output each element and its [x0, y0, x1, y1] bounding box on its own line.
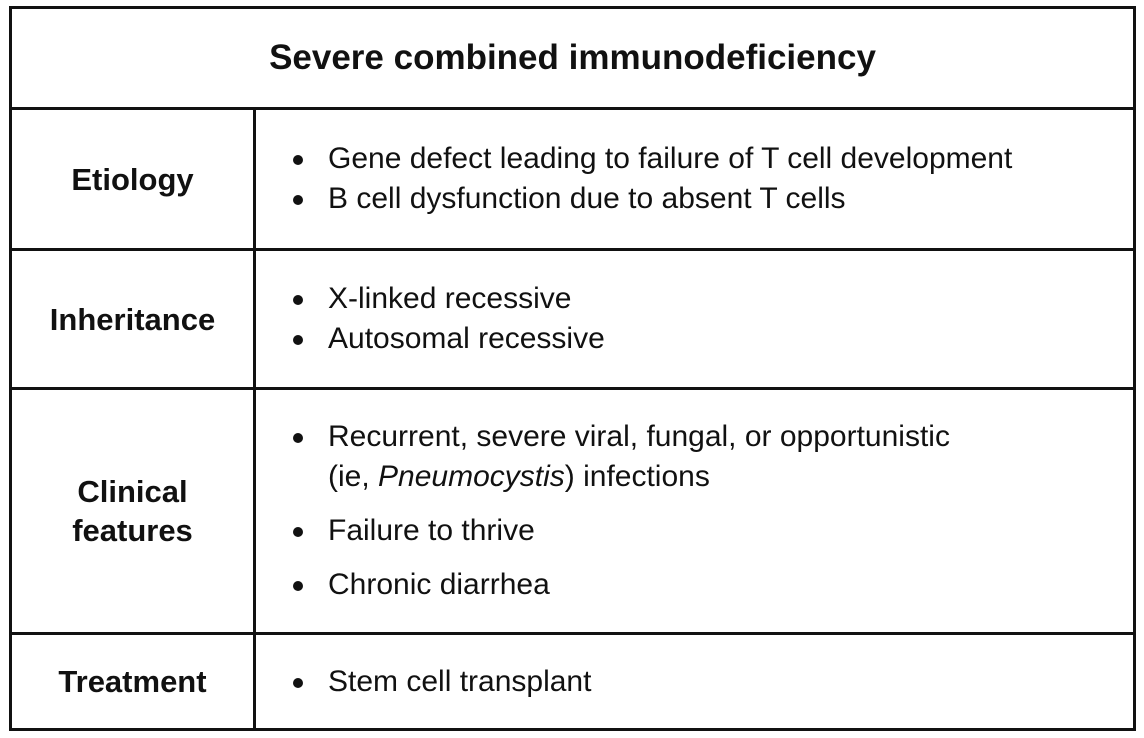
- list-item: B cell dysfunction due to absent T cells: [290, 179, 1012, 219]
- table-title: Severe combined immunodeficiency: [12, 9, 1133, 110]
- row-content-etiology: Gene defect leading to failure of T cell…: [256, 110, 1133, 251]
- clinical-label-line1: Clinical: [77, 474, 188, 509]
- clinical-item1-line1: Recurrent, severe viral, fungal, or oppo…: [328, 420, 950, 453]
- row-content-treatment: Stem cell transplant: [256, 635, 1133, 728]
- row-label-treatment: Treatment: [12, 635, 256, 728]
- etiology-list: Gene defect leading to failure of T cell…: [290, 139, 1012, 219]
- list-item: Recurrent, severe viral, fungal, or oppo…: [290, 417, 950, 497]
- row-content-inheritance: X-linked recessive Autosomal recessive: [256, 251, 1133, 390]
- list-item: Failure to thrive: [290, 511, 950, 551]
- row-content-clinical-features: Recurrent, severe viral, fungal, or oppo…: [256, 390, 1133, 635]
- inheritance-list: X-linked recessive Autosomal recessive: [290, 279, 605, 359]
- scid-table: Severe combined immunodeficiency Etiolog…: [9, 6, 1136, 731]
- list-item: X-linked recessive: [290, 279, 605, 319]
- row-label-clinical-features: Clinical features: [12, 390, 256, 635]
- clinical-item1-suffix: ) infections: [564, 460, 710, 493]
- treatment-list: Stem cell transplant: [290, 662, 591, 702]
- row-label-inheritance: Inheritance: [12, 251, 256, 390]
- list-item: Chronic diarrhea: [290, 565, 950, 605]
- clinical-item1-prefix: (ie,: [328, 460, 379, 493]
- clinical-label-line2: features: [72, 513, 193, 548]
- list-item: Autosomal recessive: [290, 319, 605, 359]
- clinical-features-list: Recurrent, severe viral, fungal, or oppo…: [290, 417, 950, 605]
- list-item: Gene defect leading to failure of T cell…: [290, 139, 1012, 179]
- row-label-etiology: Etiology: [12, 110, 256, 251]
- clinical-item1-italic: Pneumocystis: [378, 460, 565, 493]
- list-item: Stem cell transplant: [290, 662, 591, 702]
